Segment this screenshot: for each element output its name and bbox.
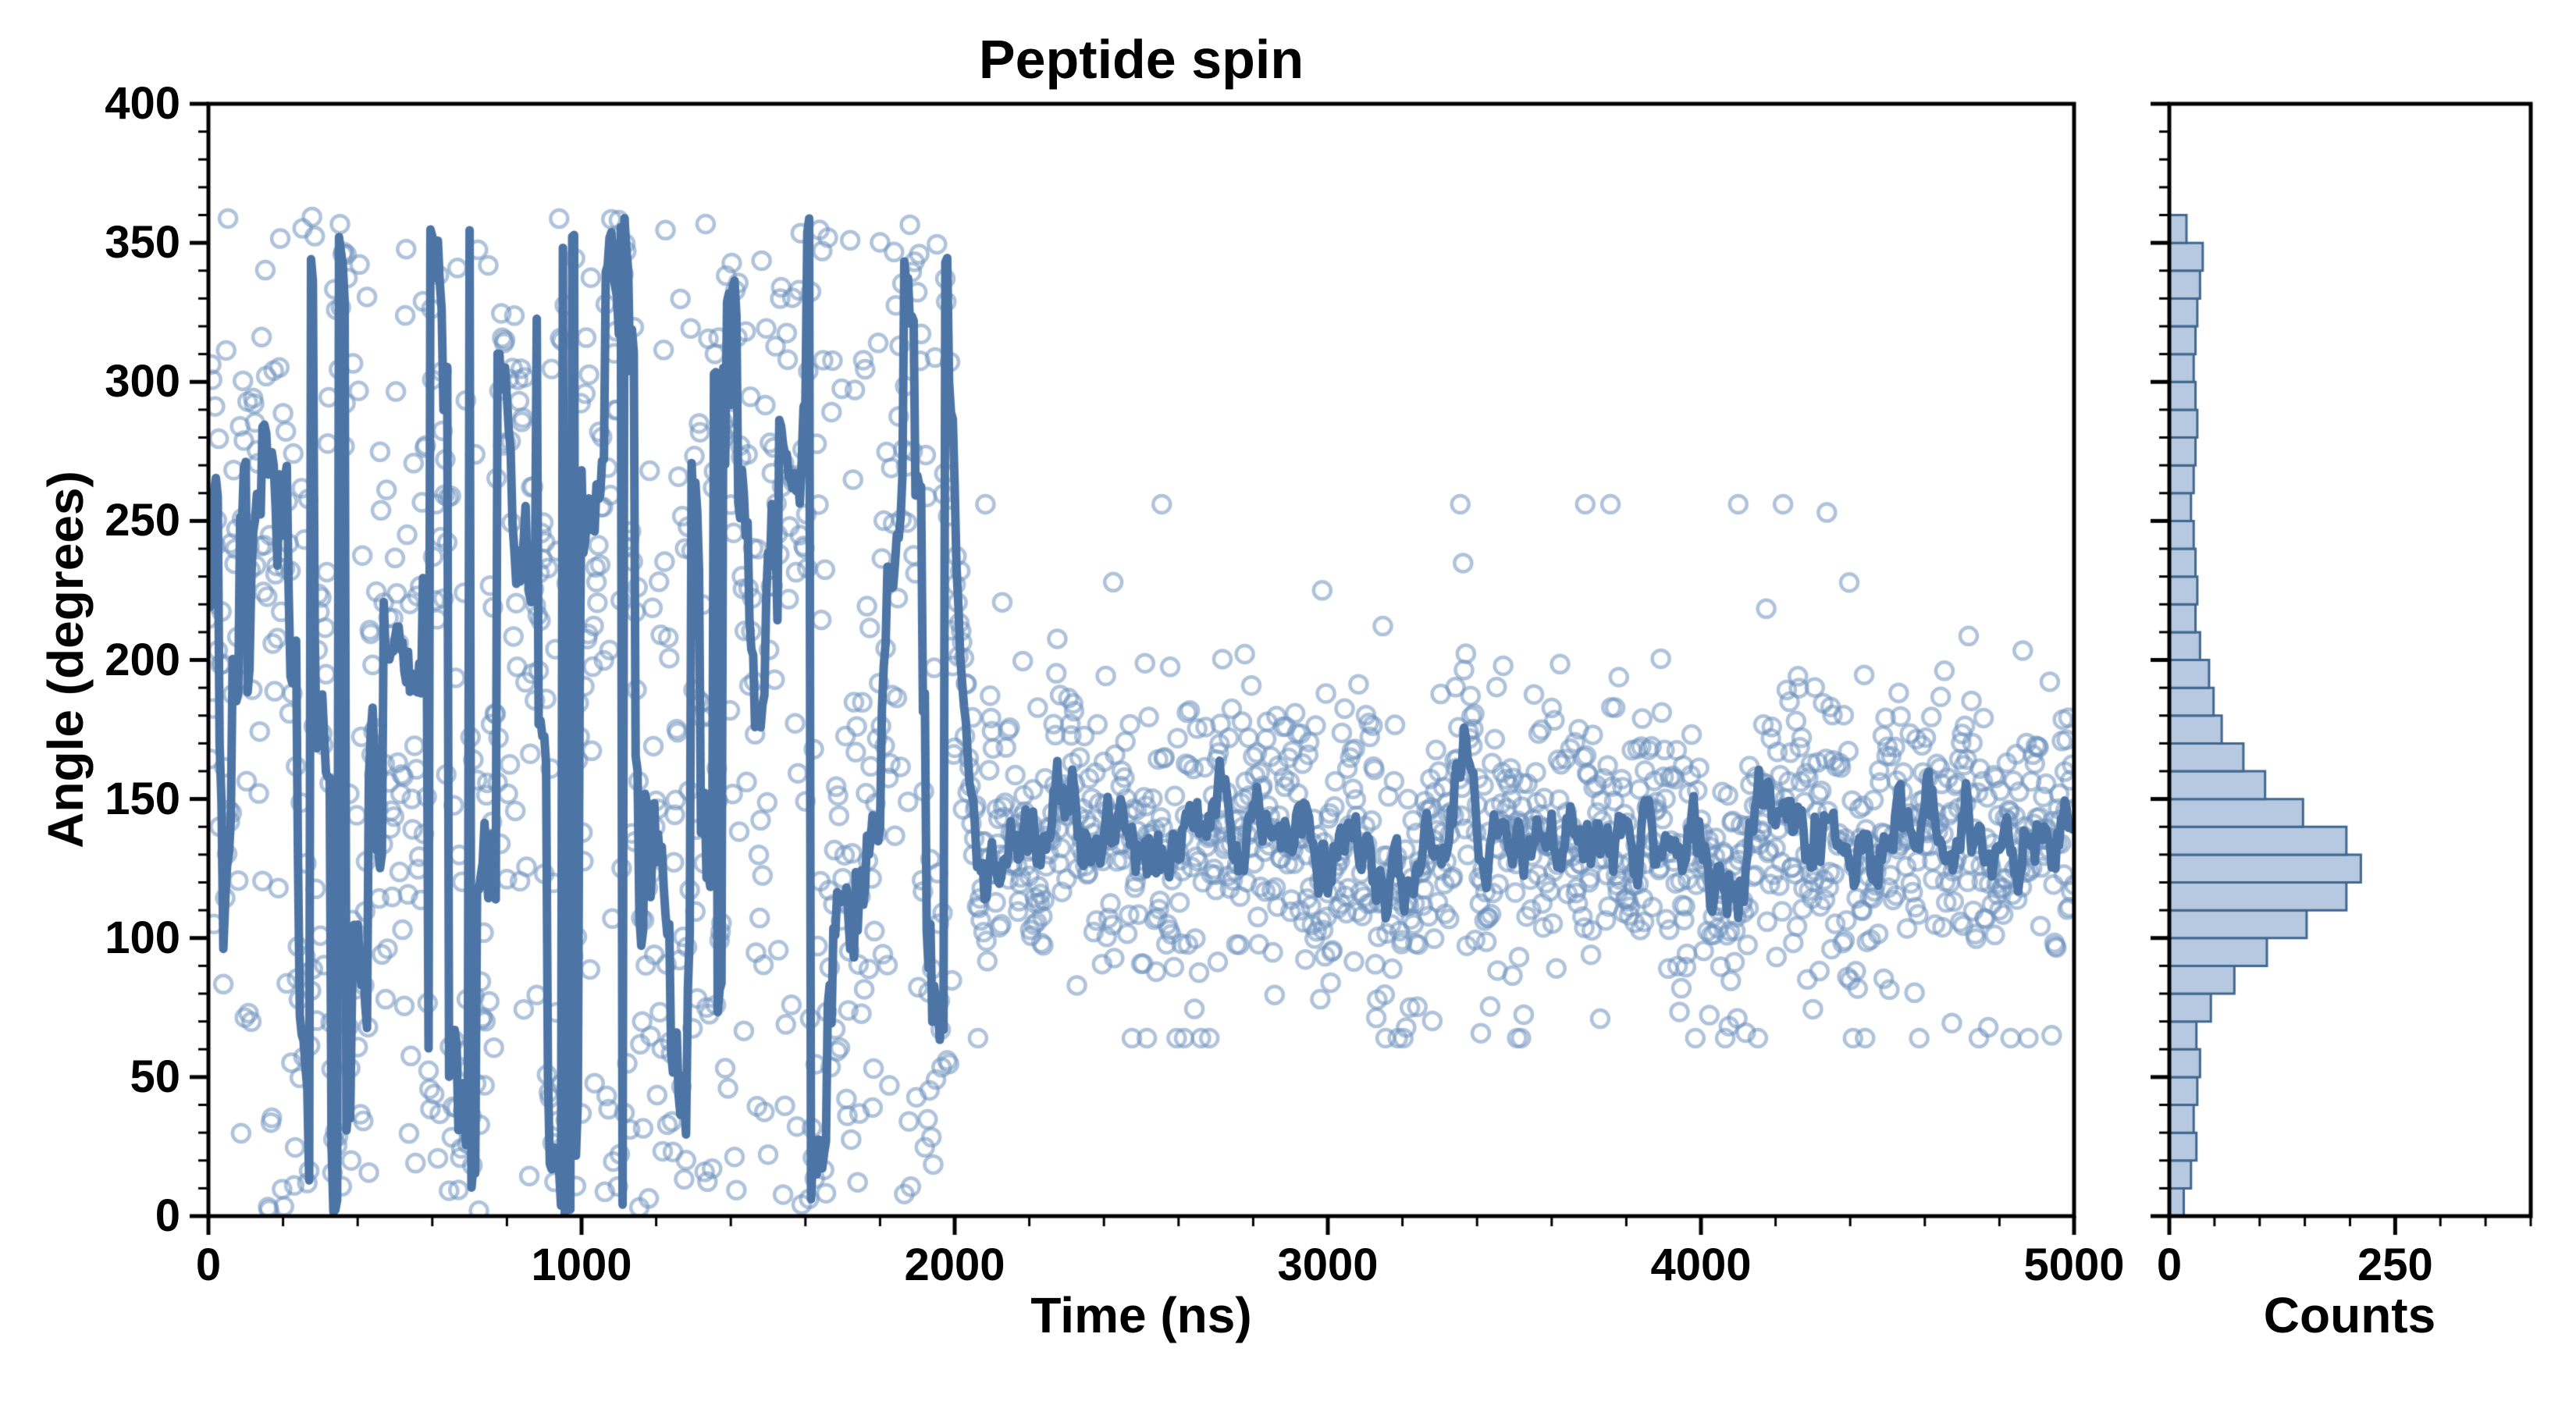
hist-x-tick-label: 0	[2156, 1240, 2183, 1290]
hist-x-axis-label: Counts	[2263, 1287, 2436, 1343]
x-tick-label: 4000	[1650, 1240, 1752, 1290]
x-tick-label: 0	[195, 1240, 222, 1290]
y-tick-label: 0	[155, 1190, 180, 1241]
x-axis-label: Time (ns)	[1030, 1287, 1252, 1343]
y-tick-label: 50	[130, 1051, 180, 1102]
y-tick-label: 300	[105, 356, 180, 407]
y-tick-label: 250	[105, 495, 180, 546]
x-tick-label: 2000	[904, 1240, 1005, 1290]
y-tick-label: 150	[105, 773, 180, 824]
x-tick-label: 5000	[2023, 1240, 2125, 1290]
y-tick-label: 400	[105, 78, 180, 129]
y-axis-label: Angle (degrees)	[37, 471, 94, 848]
hist-x-tick-label: 250	[2357, 1240, 2433, 1290]
y-tick-label: 100	[105, 912, 180, 963]
x-tick-label: 1000	[531, 1240, 632, 1290]
y-tick-label: 200	[105, 634, 180, 685]
x-tick-label: 3000	[1277, 1240, 1379, 1290]
chart-title: Peptide spin	[978, 29, 1304, 90]
y-tick-label: 350	[105, 217, 180, 269]
